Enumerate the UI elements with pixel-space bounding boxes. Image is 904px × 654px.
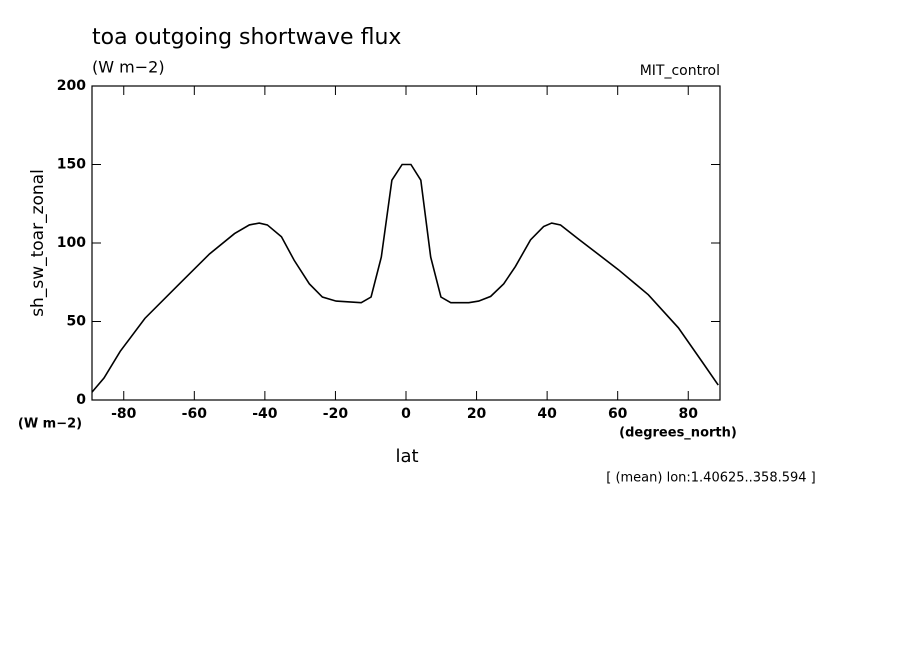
line-series (91, 163, 719, 393)
y-tick-label: 0 (76, 392, 86, 408)
y-units: (W m−2) (18, 417, 82, 432)
y-tick-label: 50 (67, 314, 87, 330)
x-tick-label: -40 (252, 406, 278, 422)
x-tick-label: 80 (679, 406, 699, 422)
plot-frame (91, 85, 721, 401)
chart-title: toa outgoing shortwave flux (92, 25, 401, 50)
y-tick-label: 200 (57, 78, 86, 94)
y-axis-label: sh_sw_toar_zonal (28, 169, 48, 317)
x-tick-label: -20 (323, 406, 349, 422)
x-tick-label: 40 (537, 406, 557, 422)
note: [ (mean) lon:1.40625..358.594 ] (606, 471, 816, 486)
x-tick-label: 60 (608, 406, 628, 422)
x-axis-label: lat (395, 446, 418, 467)
x-tick-label: 20 (467, 406, 487, 422)
units: (W m−2) (92, 58, 165, 77)
x-tick-label: -80 (111, 406, 137, 422)
x-tick-label: -60 (182, 406, 208, 422)
x-tick-label: 0 (401, 406, 411, 422)
run-label: MIT_control (640, 63, 720, 79)
y-tick-label: 150 (57, 157, 86, 173)
x-units: (degrees_north) (619, 426, 737, 441)
y-tick-label: 100 (57, 235, 86, 251)
